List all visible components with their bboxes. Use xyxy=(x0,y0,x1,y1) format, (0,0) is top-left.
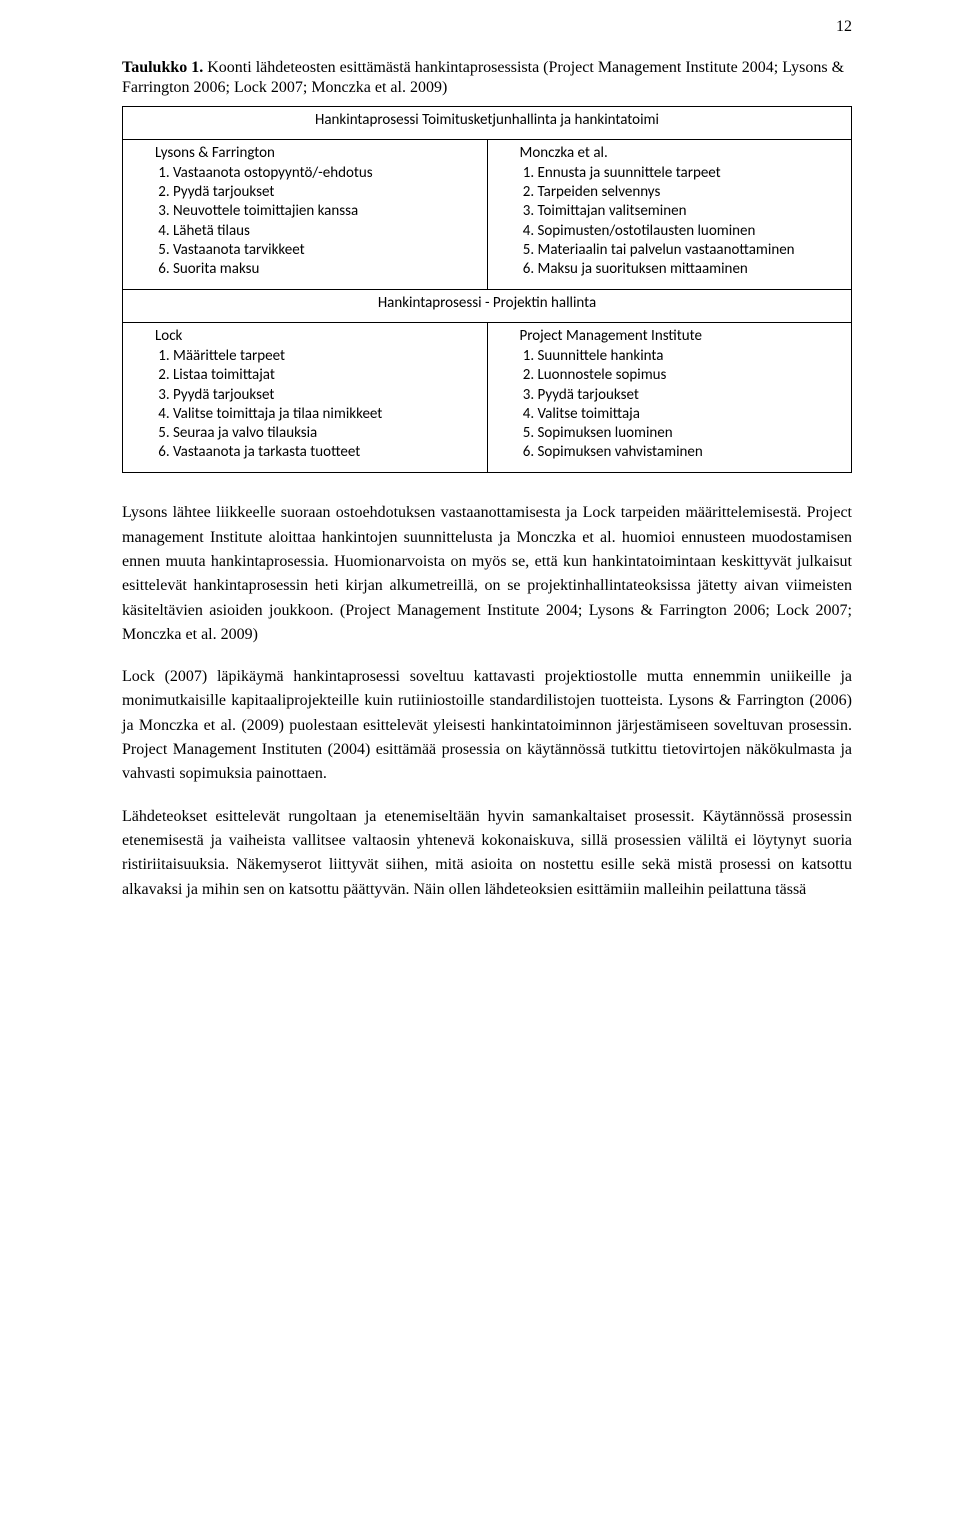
body-paragraph: Lock (2007) läpikäymä hankintaprosessi s… xyxy=(122,665,852,787)
list-item: Pyydä tarjoukset xyxy=(173,183,479,202)
table-cell-bottom-left: Lock Määrittele tarpeetListaa toimittaja… xyxy=(123,323,488,473)
col-label-lysons: Lysons & Farrington xyxy=(131,144,479,162)
list-item: Seuraa ja valvo tilauksia xyxy=(173,424,479,443)
list-item: Valitse toimittaja ja tilaa nimikkeet xyxy=(173,405,479,424)
list-item: Sopimuksen luominen xyxy=(538,424,844,443)
list-lock: Määrittele tarpeetListaa toimittajatPyyd… xyxy=(151,347,479,462)
list-pmi: Suunnittele hankintaLuonnostele sopimusP… xyxy=(516,347,844,462)
list-lysons: Vastaanota ostopyyntö/-ehdotusPyydä tarj… xyxy=(151,164,479,279)
list-item: Toimittajan valitseminen xyxy=(538,202,844,221)
body-paragraph: Lähdeteokset esittelevät rungoltaan ja e… xyxy=(122,805,852,902)
list-item: Suorita maksu xyxy=(173,260,479,279)
list-item: Ennusta ja suunnittele tarpeet xyxy=(538,164,844,183)
col-label-monczka: Monczka et al. xyxy=(496,144,844,162)
col-label-lock: Lock xyxy=(131,327,479,345)
col-label-pmi: Project Management Institute xyxy=(496,327,844,345)
list-item: Listaa toimittajat xyxy=(173,366,479,385)
list-item: Vastaanota ja tarkasta tuotteet xyxy=(173,443,479,462)
list-item: Tarpeiden selvennys xyxy=(538,183,844,202)
table-section-header-top: Hankintaprosessi Toimitusketjunhallinta … xyxy=(123,107,852,140)
list-item: Pyydä tarjoukset xyxy=(538,386,844,405)
list-item: Lähetä tilaus xyxy=(173,222,479,241)
page: 12 Taulukko 1. Koonti lähdeteosten esitt… xyxy=(0,0,960,1529)
table-cell-top-left: Lysons & Farrington Vastaanota ostopyynt… xyxy=(123,140,488,290)
table-caption: Taulukko 1. Koonti lähdeteosten esittämä… xyxy=(122,58,852,98)
list-item: Vastaanota tarvikkeet xyxy=(173,241,479,260)
list-item: Materiaalin tai palvelun vastaanottamine… xyxy=(538,241,844,260)
list-item: Luonnostele sopimus xyxy=(538,366,844,385)
list-item: Vastaanota ostopyyntö/-ehdotus xyxy=(173,164,479,183)
table-cell-top-right: Monczka et al. Ennusta ja suunnittele ta… xyxy=(487,140,852,290)
body-paragraph: Lysons lähtee liikkeelle suoraan ostoehd… xyxy=(122,501,852,647)
list-item: Sopimusten/ostotilausten luominen xyxy=(538,222,844,241)
list-item: Neuvottele toimittajien kanssa xyxy=(173,202,479,221)
table-section-header-bottom: Hankintaprosessi - Projektin hallinta xyxy=(123,290,852,323)
list-item: Pyydä tarjoukset xyxy=(173,386,479,405)
caption-label: Taulukko 1. xyxy=(122,59,203,76)
table-cell-bottom-right: Project Management Institute Suunnittele… xyxy=(487,323,852,473)
list-item: Valitse toimittaja xyxy=(538,405,844,424)
list-item: Sopimuksen vahvistaminen xyxy=(538,443,844,462)
caption-text: Koonti lähdeteosten esittämästä hankinta… xyxy=(122,59,844,96)
process-table: Hankintaprosessi Toimitusketjunhallinta … xyxy=(122,106,852,473)
list-monczka: Ennusta ja suunnittele tarpeetTarpeiden … xyxy=(516,164,844,279)
page-number: 12 xyxy=(836,18,852,36)
list-item: Maksu ja suorituksen mittaaminen xyxy=(538,260,844,279)
list-item: Suunnittele hankinta xyxy=(538,347,844,366)
list-item: Määrittele tarpeet xyxy=(173,347,479,366)
